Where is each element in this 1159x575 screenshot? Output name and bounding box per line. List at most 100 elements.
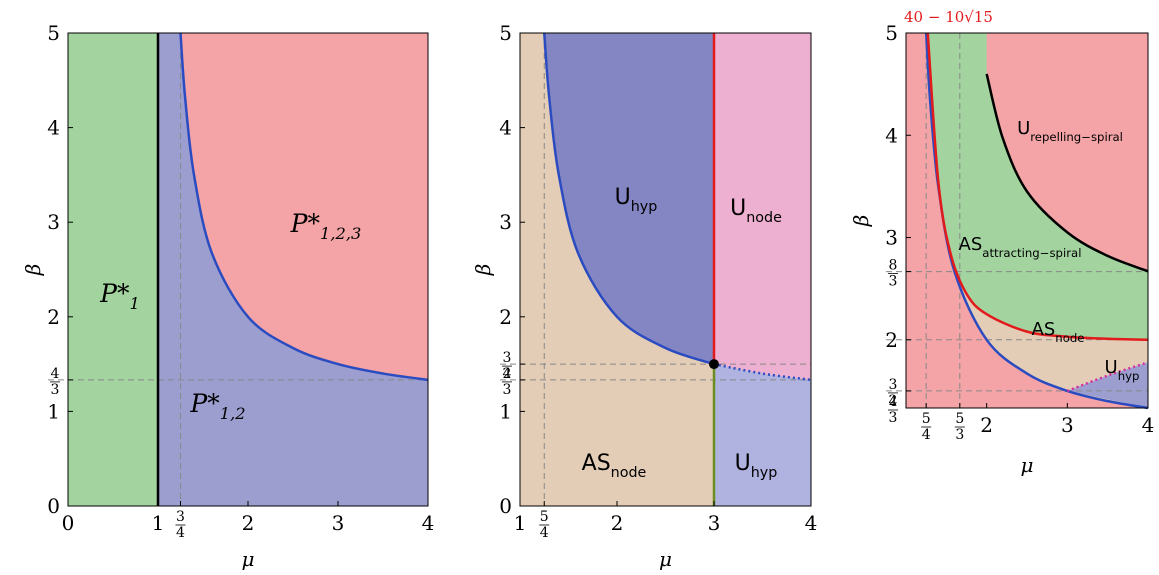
x-tick-label-3-4: 4 [1142,413,1155,437]
region-label-p1: P*1 [99,279,140,313]
region-label-uhyp-3: Uhyp [1105,357,1140,383]
x-axis-label-1: μ [242,547,255,571]
y-tick-label-2-2-num: 4 [503,366,512,382]
y-axis-label-2: β [471,264,495,277]
y-tick-label-2-2-den: 3 [503,382,512,398]
x-tick-label-2-3: 3 [708,511,721,535]
y-tick-label-2-3-den: 2 [503,366,512,382]
y-tick-label-3-5: 4 [885,123,898,147]
y-tick-label-2-4: 2 [499,305,512,329]
boundary-curve-2-dotted [713,362,812,382]
y-tick-label-1-1: 1 [47,399,60,423]
y-tick-label-2-3: 32 [502,350,512,382]
x-tick-label-2-1-num: 5 [540,509,549,525]
x-tick-label-3-1-den: 3 [955,427,964,443]
y-tick-label-3-3-den: 3 [889,274,898,290]
y-tick-label-3-2: 2 [885,328,898,352]
region-fill-asnode-3 [926,33,1148,408]
y-tick-label-1-5: 4 [47,116,60,140]
x-tick-label-1-2-den: 4 [176,525,185,541]
x-tick-label-2-4: 4 [805,511,818,535]
region-label-asnode: ASnode [582,451,647,481]
y-tick-label-3-0-num: 4 [889,394,898,410]
region-label-p1-main: P* [99,279,130,308]
region-label-urepelling-sub: repelling−spiral [1030,130,1123,144]
x-tick-label-1-2-num: 3 [176,509,185,525]
region-label-asattracting-main: AS [959,234,983,255]
x-axis-label-3: μ [1021,453,1034,477]
y-tick-label-2-6: 4 [499,116,512,140]
region-label-uhyp-upper-sub: hyp [631,199,658,215]
region-label-asnode-sub: node [611,465,647,481]
y-tick-label-1-2: 43 [50,366,60,398]
region-label-uhyp-3-sub: hyp [1118,369,1140,383]
region-label-urepelling: Urepelling−spiral [1017,118,1123,144]
y-tick-label-3-1-num: 3 [889,377,898,393]
region-label-asnode-3: ASnode [1032,319,1085,345]
y-tick-label-1-3: 2 [47,305,60,329]
y-tick-label-2-7: 5 [499,21,512,45]
y-tick-label-3-0-den: 3 [889,410,898,426]
y-tick-label-3-1: 32 [888,377,898,409]
x-tick-label-3-1-num: 5 [955,411,964,427]
region-label-p123-main: P* [290,209,321,238]
region-label-uhyp-upper-main: U [615,185,631,210]
top-annotation: 40 − 10√15 [904,8,993,26]
y-tick-label-2-5: 3 [499,210,512,234]
region-label-asnode-3-sub: node [1055,331,1084,345]
y-tick-label-3-4: 3 [885,226,898,250]
region-label-uhyp-3-main: U [1105,357,1118,378]
y-tick-label-3-3: 83 [888,258,898,290]
boundary-black-3 [985,73,1149,273]
y-tick-label-1-4: 3 [47,210,60,234]
x-tick-label-3-0-num: 5 [922,411,931,427]
region-label-unode-sub: node [746,210,782,226]
boundary-curve-1 [179,32,429,382]
region-label-uhyp-lower: Uhyp [735,451,778,481]
x-tick-label-1-1: 1 [152,511,165,535]
boundary-blue-3 [924,32,1149,410]
region-label-urepelling-main: U [1017,118,1030,139]
region-label-p1-sub: 1 [129,294,139,313]
region-fill-p1 [68,33,158,506]
boundary-red-3 [926,32,1149,342]
y-tick-label-2-0: 0 [499,494,512,518]
y-tick-label-1-0: 0 [47,494,60,518]
boundary-magenta-3 [1066,361,1149,393]
x-tick-label-2-1: 54 [539,509,550,541]
x-tick-label-2-2: 2 [611,511,624,535]
y-axis-label-1: β [21,264,45,277]
region-label-uhyp-lower-sub: hyp [751,465,778,481]
region-label-unode-main: U [730,196,746,221]
y-tick-label-2-3-num: 3 [503,350,512,366]
y-tick-label-3-3-num: 8 [889,258,898,274]
region-label-p12-sub: 1,2 [220,404,246,423]
region-label-p123: P*1,2,3 [290,209,362,243]
plot-frame-2 [519,32,812,507]
x-tick-label-1-4: 3 [332,511,345,535]
y-tick-label-3-6: 5 [885,21,898,45]
x-tick-label-3-1: 53 [954,411,965,443]
y-tick-label-1-2-den: 3 [51,382,60,398]
y-tick-label-3-0: 43 [888,394,898,426]
region-fill-uhyp-3 [1067,362,1148,408]
x-tick-label-3-0-den: 4 [922,427,931,443]
region-label-uhyp-lower-main: U [735,451,751,476]
region-label-unode: Unode [730,196,782,226]
region-label-asattracting: ASattracting−spiral [959,234,1082,260]
y-tick-label-1-2-num: 4 [51,366,60,382]
x-tick-label-1-5: 4 [422,511,435,535]
x-tick-label-2-1-den: 4 [540,525,549,541]
region-label-uhyp-upper: Uhyp [615,185,658,215]
region-label-asnode-main: AS [582,451,611,476]
x-tick-label-2-0: 1 [514,511,527,535]
critical-point [709,359,719,370]
y-axis-label-3: β [849,215,873,228]
region-fill-asattracting [927,33,1148,340]
x-axis-label-2: μ [659,547,672,571]
y-tick-label-1-6: 5 [47,21,60,45]
x-tick-label-3-2: 2 [980,413,993,437]
